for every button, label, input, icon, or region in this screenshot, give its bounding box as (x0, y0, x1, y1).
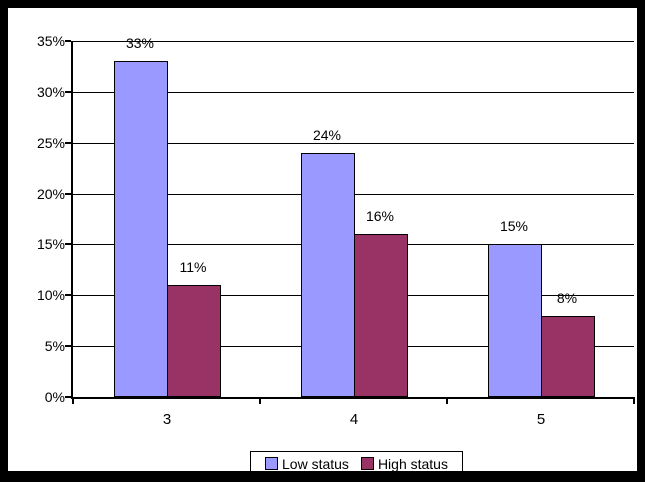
y-tick-label: 10% (36, 287, 65, 303)
bar-high-status (354, 234, 408, 397)
y-axis-tick (65, 294, 71, 296)
legend-item-low-status: Low status (265, 455, 349, 472)
plot-area: 0% 5% 10% 15% 20% 25% 30% 35% 33% 11% 3 24% 16% 4 15% 8… (37, 33, 635, 428)
low-status-swatch-icon (265, 457, 278, 470)
bar-low-status (301, 153, 355, 397)
data-label: 15% (499, 218, 529, 234)
high-status-swatch-icon (360, 457, 374, 470)
data-label: 33% (125, 35, 155, 51)
bar-low-status (488, 244, 542, 397)
gridline (73, 92, 634, 93)
y-tick-label: 0% (44, 389, 65, 405)
y-axis-tick (65, 243, 71, 245)
bar-low-status (114, 61, 168, 397)
data-label: 8% (556, 290, 578, 306)
y-tick-label: 5% (44, 338, 65, 354)
y-tick-label: 15% (36, 236, 65, 252)
y-tick-label: 25% (36, 135, 65, 151)
data-label: 11% (179, 259, 207, 275)
x-axis-tick (259, 397, 261, 404)
x-category-label: 4 (349, 411, 359, 428)
x-axis-tick (633, 397, 635, 404)
x-axis-tick (72, 397, 74, 404)
bar-high-status (167, 285, 221, 397)
x-axis-tick (446, 397, 448, 404)
data-label: 24% (312, 127, 342, 143)
legend-item-high-status: High status (360, 455, 448, 472)
legend-label: Low status (282, 455, 349, 472)
y-axis-tick (65, 91, 71, 93)
bar-high-status (541, 316, 595, 397)
gridline (73, 143, 634, 144)
y-axis-tick (65, 396, 71, 398)
x-category-label: 3 (162, 411, 172, 428)
legend: Low status High status (250, 451, 463, 472)
y-tick-label: 20% (36, 186, 65, 202)
x-category-label: 5 (536, 411, 546, 428)
y-tick-label: 30% (36, 84, 65, 100)
legend-label: High status (377, 455, 448, 472)
data-label: 16% (365, 208, 395, 224)
y-axis-tick (65, 40, 71, 42)
gridline (73, 41, 634, 42)
y-tick-label: 35% (36, 33, 65, 49)
y-axis-tick (65, 142, 71, 144)
y-axis-tick (65, 345, 71, 347)
y-axis-tick (65, 193, 71, 195)
